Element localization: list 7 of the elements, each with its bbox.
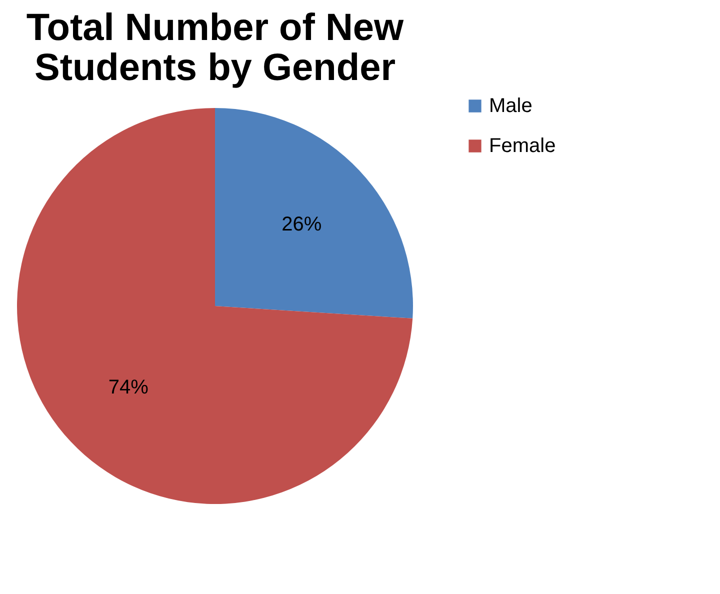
data-label: 26% xyxy=(282,214,322,236)
chart-title: Total Number of New Students by Gender xyxy=(26,7,404,89)
pie-slice xyxy=(215,108,413,318)
data-label: 74% xyxy=(108,376,149,398)
legend-label: Male xyxy=(489,95,532,117)
pie-slice xyxy=(17,108,413,504)
legend-label: Female xyxy=(489,135,556,157)
